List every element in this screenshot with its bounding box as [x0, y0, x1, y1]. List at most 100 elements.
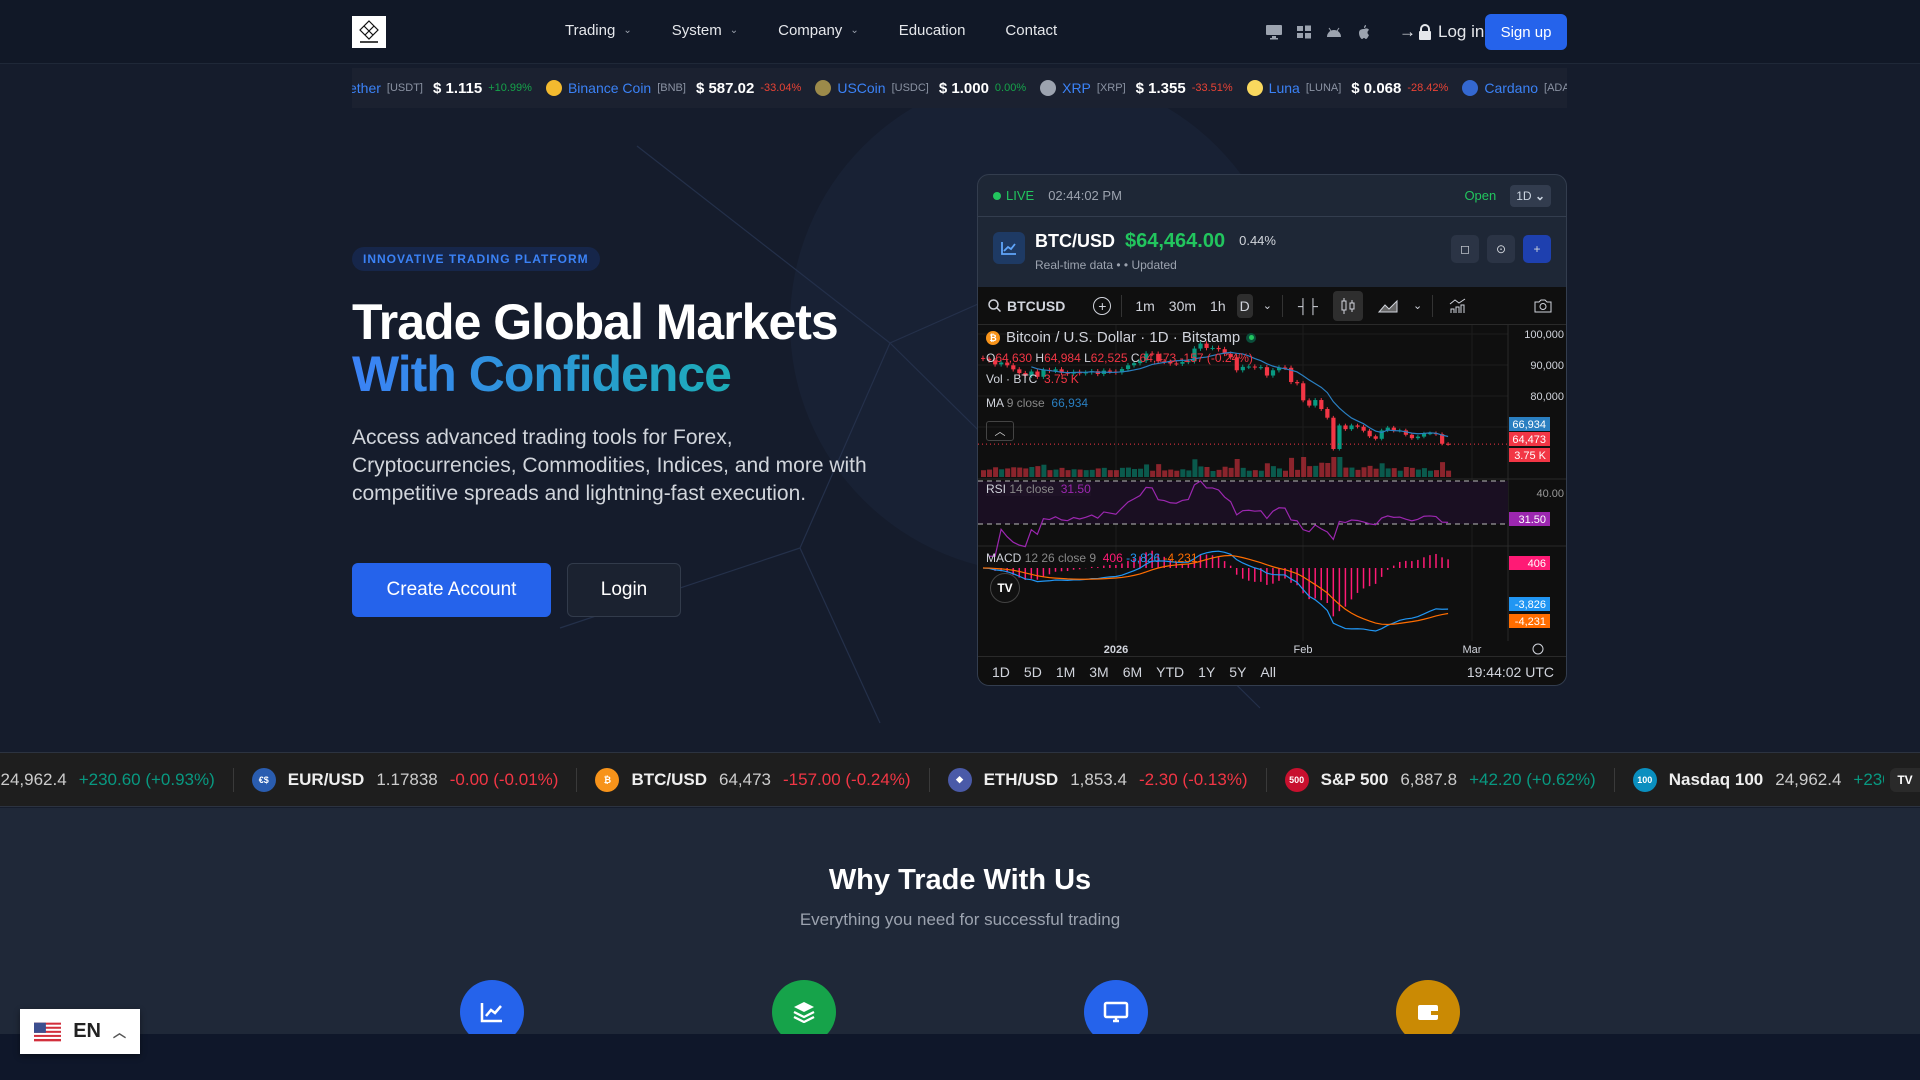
volume-bar: [1379, 463, 1385, 477]
volume-bar: [1204, 467, 1210, 477]
candle: [1427, 433, 1433, 435]
candle: [1289, 367, 1294, 383]
signup-button[interactable]: Sign up: [1485, 14, 1567, 50]
indicators-icon[interactable]: [1443, 291, 1473, 321]
volume-bar: [1295, 469, 1301, 477]
bar-chart-type-icon[interactable]: ┤├: [1298, 297, 1318, 314]
chevron-down-icon: ⌄: [623, 25, 632, 36]
crypto-ticker-item[interactable]: Cardano[ADA]: [1462, 80, 1567, 96]
utc-time[interactable]: 19:44:02 UTC: [1466, 664, 1554, 680]
login-link[interactable]: → Log in: [1399, 22, 1484, 42]
tradingview-logo-icon[interactable]: TV: [1890, 768, 1920, 792]
crypto-ticker-item[interactable]: USCoin [USDC] $ 1.000 0.00%: [815, 80, 1026, 97]
candle: [1295, 382, 1300, 384]
interval-dropdown-icon[interactable]: ⌄: [1262, 300, 1272, 312]
volume-bar: [1113, 470, 1119, 477]
range-5Y[interactable]: 5Y: [1229, 664, 1247, 680]
candle: [1307, 400, 1312, 406]
volume-bar: [981, 470, 986, 477]
settings-gear-icon[interactable]: [1532, 643, 1544, 655]
crypto-ticker-item[interactable]: Tether[USDT]$ 1.115+10.99%: [352, 79, 532, 97]
crypto-ticker-item[interactable]: XRP [XRP] $ 1.355 -33.51%: [1040, 80, 1233, 97]
volume-bar: [999, 469, 1005, 477]
nav-link-education[interactable]: Education: [898, 22, 966, 39]
nav-link-company[interactable]: Company ⌄: [778, 22, 859, 39]
candle: [1041, 369, 1046, 377]
interval-D[interactable]: D: [1236, 293, 1253, 318]
range-3M[interactable]: 3M: [1089, 664, 1109, 680]
interval-30m[interactable]: 30m: [1168, 297, 1197, 314]
market-ticker-item[interactable]: ₿ BTC/USD 64,473 -157.00 (-0.24%): [577, 767, 930, 792]
interval-select[interactable]: 1D ⌄: [1510, 184, 1551, 207]
interval-1m[interactable]: 1m: [1135, 297, 1155, 314]
crypto-ticker-item[interactable]: Binance Coin [BNB] $ 587.02 -33.04%: [545, 80, 801, 97]
volume-bar: [1210, 471, 1216, 477]
collapse-legend-button[interactable]: ︿: [986, 421, 1014, 441]
range-1M[interactable]: 1M: [1055, 664, 1076, 680]
volume-bar: [1125, 467, 1131, 477]
range-6M[interactable]: 6M: [1122, 664, 1143, 680]
candle: [1005, 362, 1010, 366]
symbol-search[interactable]: BTCUSD: [988, 298, 1065, 314]
candle: [1343, 425, 1348, 430]
range-1Y[interactable]: 1Y: [1198, 664, 1216, 680]
language-selector[interactable]: EN ︿: [20, 1009, 140, 1054]
square-icon: ◻: [1460, 242, 1470, 256]
market-open-dot-icon: [1246, 332, 1257, 343]
volume-bar: [1240, 467, 1246, 477]
tradingview-logo[interactable]: TV: [990, 573, 1020, 603]
range-1D[interactable]: 1D: [992, 664, 1010, 680]
crypto-ticker-item[interactable]: Luna [LUNA] $ 0.068 -28.42%: [1246, 80, 1448, 97]
market-ticker-item[interactable]: €$ EUR/USD 1.17838 -0.00 (-0.01%): [234, 767, 578, 792]
create-account-button[interactable]: Create Account: [352, 563, 551, 617]
hero-title-line1: Trade Global Markets: [352, 294, 839, 350]
login-button[interactable]: Login: [567, 563, 681, 617]
volume-badge-bg: [1509, 448, 1550, 462]
candlestick-icon[interactable]: [1332, 290, 1363, 321]
desktop-icon[interactable]: [1265, 24, 1283, 40]
x-tick-label: 2026: [1104, 644, 1128, 656]
candle: [1349, 425, 1354, 430]
candle: [1216, 347, 1221, 350]
range-5D[interactable]: 5D: [1023, 664, 1042, 680]
chevron-down-icon: ⌄: [729, 25, 739, 36]
android-icon[interactable]: [1325, 24, 1343, 40]
chart-type-dropdown-icon[interactable]: ⌄: [1412, 300, 1423, 312]
volume-bar: [1138, 468, 1144, 477]
interval-1h[interactable]: 1h: [1210, 297, 1226, 314]
add-button[interactable]: +: [1523, 235, 1551, 263]
target-button[interactable]: ⊙: [1487, 235, 1515, 263]
candle: [1373, 436, 1378, 439]
hero-description: Access advanced trading tools for Forex,…: [352, 426, 867, 505]
volume-bar: [1186, 470, 1192, 477]
brand-logo[interactable]: [352, 16, 386, 48]
rsi-badge: 31.50: [1518, 514, 1546, 526]
nav-link-contact[interactable]: Contact: [1005, 22, 1058, 39]
instrument-icon: ₿: [595, 767, 620, 792]
range-YTD[interactable]: YTD: [1156, 664, 1185, 680]
market-ticker-item[interactable]: 500 S&P 500 6,887.8 +42.20 (+0.62%): [1267, 767, 1615, 792]
volume-bar: [1222, 466, 1228, 477]
nav-link-trading[interactable]: Trading ⌄: [565, 22, 632, 39]
language-code: EN: [73, 1020, 101, 1042]
volume-bar: [1434, 470, 1439, 477]
hero-badge: INNOVATIVE TRADING PLATFORM: [352, 247, 600, 271]
stop-button[interactable]: ◻: [1451, 235, 1479, 263]
windows-icon[interactable]: [1295, 24, 1313, 40]
camera-icon[interactable]: [1528, 291, 1558, 321]
candle: [1367, 430, 1372, 437]
area-chart-icon[interactable]: [1373, 291, 1403, 321]
volume-bar: [1150, 470, 1156, 477]
nav-link-system[interactable]: System ⌄: [671, 22, 739, 39]
range-All[interactable]: All: [1260, 664, 1276, 680]
last-price-badge-bg: [1509, 432, 1550, 446]
compare-plus-icon[interactable]: +: [1093, 296, 1112, 315]
widget-subtitle: Real-time data • • Updated: [1035, 258, 1177, 272]
volume-bar: [1301, 457, 1307, 477]
rsi-line: [989, 480, 1449, 557]
apple-icon[interactable]: [1355, 24, 1373, 40]
volume-bar: [1059, 467, 1065, 477]
market-ticker-item[interactable]: ◆ ETH/USD 1,853.4 -2.30 (-0.13%): [930, 767, 1267, 792]
